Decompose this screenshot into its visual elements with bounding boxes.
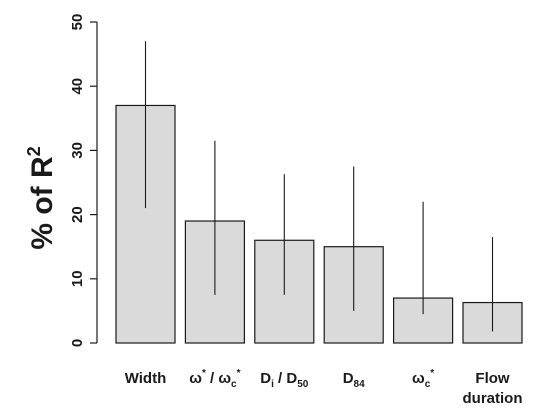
y-tick-label: 50	[69, 14, 86, 31]
x-tick-label: duration	[463, 390, 523, 407]
x-tick-label: D84	[343, 370, 365, 390]
y-axis-title-superscript: 2	[24, 146, 44, 156]
x-tick-label: Flow	[475, 370, 509, 387]
y-tick-label: 20	[69, 206, 86, 223]
y-tick-label: 10	[69, 270, 86, 287]
error-bars	[144, 41, 494, 332]
x-tick-label: ωc*	[412, 368, 434, 390]
y-axis-title: % of R2	[24, 146, 59, 249]
y-tick-label: 30	[69, 142, 86, 159]
y-tick-label: 40	[69, 78, 86, 95]
y-tick-label: 0	[69, 339, 86, 347]
x-axis-labels: Width ω* / ωc* Di / D50 D84 ωc* Flow duration	[125, 368, 523, 407]
x-tick-label: Di / D50	[260, 370, 309, 390]
x-tick-label: ω* / ωc*	[189, 368, 240, 390]
x-tick-label: Width	[125, 370, 167, 387]
y-axis: 0 10 20 30 40 50	[69, 14, 98, 347]
bars	[115, 104, 523, 344]
